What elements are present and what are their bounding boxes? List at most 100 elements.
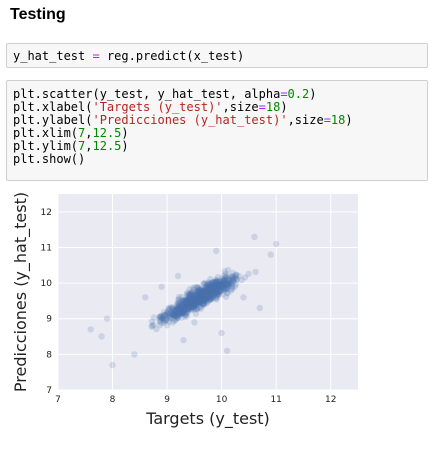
scatter-point: [204, 293, 211, 301]
scatter-point: [192, 310, 200, 317]
scatter-point: [213, 247, 220, 255]
scatter-point: [210, 286, 217, 294]
scatter-point: [225, 283, 232, 290]
scatter-point: [198, 288, 205, 296]
scatter-point: [175, 299, 182, 306]
scatter-point: [230, 275, 238, 283]
scatter-point: [210, 282, 218, 289]
scatter-point: [189, 284, 197, 292]
scatter-point: [182, 296, 189, 304]
scatter-point: [175, 303, 182, 310]
scatter-point: [187, 302, 194, 309]
scatter-point: [196, 297, 203, 305]
scatter-point: [190, 295, 198, 302]
scatter-point: [207, 282, 215, 289]
scatter-point: [197, 299, 204, 306]
code-token: 7: [78, 126, 86, 140]
scatter-point: [179, 309, 187, 316]
scatter-point: [191, 300, 198, 307]
scatter-point: [196, 285, 204, 293]
scatter-point: [192, 297, 199, 304]
scatter-point: [218, 281, 225, 288]
scatter-point: [186, 305, 193, 313]
scatter-point: [227, 287, 235, 294]
code-token: plt.show(): [13, 152, 86, 166]
scatter-point: [201, 291, 209, 299]
scatter-point: [185, 297, 193, 304]
scatter-point: [188, 297, 196, 305]
scatter-point: [171, 306, 179, 314]
scatter-point: [189, 302, 196, 310]
scatter-point: [200, 296, 208, 303]
scatter-point: [217, 282, 224, 290]
scatter-point: [215, 282, 222, 290]
scatter-point: [166, 306, 173, 313]
scatter-point: [180, 302, 187, 310]
scatter-point: [204, 294, 211, 302]
scatter-point: [214, 287, 221, 294]
scatter-point: [199, 297, 207, 305]
scatter-point: [215, 289, 222, 296]
scatter-point: [212, 279, 220, 286]
scatter-point: [205, 291, 213, 298]
scatter-point: [199, 294, 206, 301]
scatter-point: [211, 279, 218, 287]
code-cell-predict[interactable]: y_hat_test = reg.predict(x_test): [6, 43, 428, 68]
scatter-point: [163, 322, 171, 329]
scatter-point: [174, 307, 181, 314]
scatter-point: [160, 309, 168, 316]
scatter-point: [225, 276, 233, 283]
code-input[interactable]: plt.scatter(y_test, y_hat_test, alpha=0.…: [7, 81, 427, 166]
scatter-point: [165, 304, 172, 312]
scatter-point: [196, 297, 203, 304]
scatter-point: [188, 296, 195, 303]
y-tick-label: 12: [41, 208, 52, 218]
scatter-point: [213, 281, 221, 288]
scatter-point: [190, 303, 197, 311]
scatter-point: [217, 283, 224, 291]
scatter-point: [184, 297, 191, 304]
scatter-point: [174, 310, 181, 318]
scatter-point: [176, 304, 183, 311]
scatter-point: [197, 293, 205, 300]
scatter-point: [196, 290, 203, 297]
scatter-point: [200, 280, 207, 287]
scatter-point: [197, 298, 204, 305]
scatter-point: [191, 295, 198, 303]
scatter-point: [192, 295, 200, 302]
scatter-point: [181, 305, 189, 312]
code-cell-plot[interactable]: plt.scatter(y_test, y_hat_test, alpha=0.…: [6, 80, 428, 181]
scatter-point: [182, 298, 189, 306]
scatter-point: [220, 280, 227, 287]
scatter-point: [208, 282, 215, 289]
scatter-point: [193, 296, 200, 303]
code-input[interactable]: y_hat_test = reg.predict(x_test): [7, 44, 427, 63]
scatter-point: [210, 288, 217, 296]
scatter-point: [228, 284, 235, 292]
code-line: plt.ylabel('Predicciones (y_hat_test)',s…: [13, 114, 427, 127]
scatter-point: [163, 316, 170, 324]
scatter-point: [200, 292, 207, 299]
scatter-point: [209, 293, 216, 301]
scatter-point: [182, 311, 189, 318]
scatter-point: [196, 290, 203, 298]
scatter-point: [187, 301, 194, 308]
scatter-point: [187, 302, 195, 310]
scatter-point: [178, 303, 186, 310]
scatter-point: [142, 294, 149, 301]
scatter-point: [185, 297, 192, 304]
scatter-point: [189, 291, 196, 299]
scatter-point: [178, 309, 185, 316]
scatter-point: [168, 304, 175, 311]
scatter-point: [197, 290, 204, 297]
scatter-point: [208, 295, 215, 303]
scatter-point: [232, 273, 239, 280]
code-token: 12.5: [92, 126, 122, 140]
scatter-point: [208, 287, 215, 294]
scatter-point: [220, 286, 227, 293]
scatter-point: [177, 308, 185, 316]
scatter-point: [194, 299, 202, 306]
scatter-point: [165, 312, 172, 319]
code-line: plt.xlabel('Targets (y_test)',size=18): [13, 101, 427, 114]
scatter-point: [183, 298, 190, 305]
